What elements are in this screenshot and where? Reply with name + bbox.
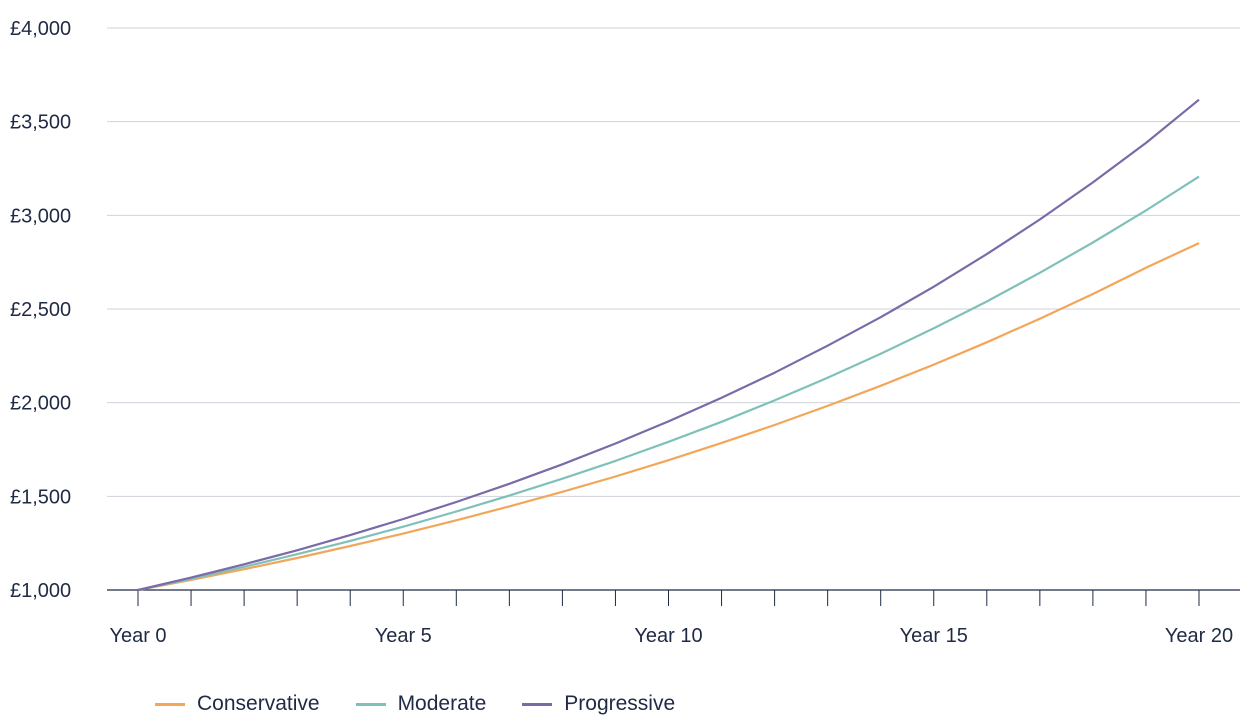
legend-label-moderate: Moderate bbox=[397, 692, 487, 715]
legend-swatch-progressive bbox=[522, 702, 553, 706]
legend-swatch-conservative bbox=[155, 702, 185, 706]
y-tick-label: £2,000 bbox=[10, 393, 71, 415]
legend-label-conservative: Conservative bbox=[197, 692, 320, 715]
y-axis-tick-labels: £1,000 £1,500 £2,000 £2,500 £3,000 £3,500 £4,0… bbox=[10, 18, 71, 602]
y-tick-label: £4,000 bbox=[10, 18, 71, 40]
y-tick-label: £1,000 bbox=[10, 580, 71, 602]
y-tick-label: £1,500 bbox=[10, 486, 71, 508]
x-tick-label: Year 10 bbox=[634, 625, 702, 647]
x-tick-label: Year 20 bbox=[1165, 625, 1233, 647]
legend-swatch-moderate bbox=[355, 702, 386, 706]
y-tick-label: £2,500 bbox=[10, 299, 71, 321]
x-tick-label: Year 15 bbox=[900, 625, 968, 647]
legend-label-progressive: Progressive bbox=[564, 692, 676, 715]
y-tick-label: £3,000 bbox=[10, 205, 71, 227]
legend-item-conservative: Conservative bbox=[155, 692, 320, 716]
x-axis-ticks: Year 0 Year 5 Year 10 Year 15 Year 20 bbox=[109, 590, 1233, 647]
gridlines bbox=[107, 27, 1240, 497]
series-line-conservative bbox=[137, 242, 1200, 592]
series-lines bbox=[137, 98, 1200, 592]
legend-item-progressive: Progressive bbox=[522, 692, 675, 716]
legend-item-moderate: Moderate bbox=[355, 692, 487, 716]
x-tick-label: Year 0 bbox=[109, 625, 166, 647]
series-line-moderate bbox=[137, 175, 1200, 592]
series-line-progressive bbox=[137, 98, 1200, 592]
legend: Conservative Moderate Progressive bbox=[155, 690, 711, 718]
x-tick-label: Year 5 bbox=[375, 625, 432, 647]
y-tick-label: £3,500 bbox=[10, 112, 71, 134]
